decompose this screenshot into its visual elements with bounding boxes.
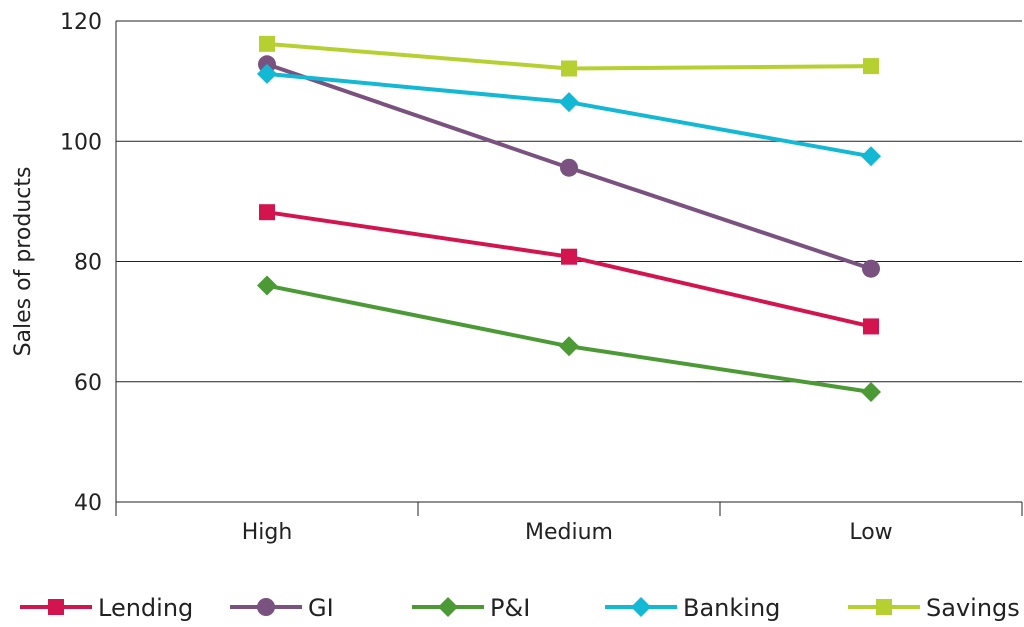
legend-label: P&I bbox=[490, 594, 530, 622]
legend-swatch-marker bbox=[631, 597, 651, 617]
data-point bbox=[560, 158, 578, 177]
legend-swatch-marker bbox=[48, 599, 64, 615]
series-lending bbox=[259, 204, 879, 335]
legend-swatch-marker bbox=[257, 598, 275, 616]
legend-item: Banking bbox=[605, 594, 780, 622]
data-point bbox=[862, 259, 880, 278]
y-tick-label: 60 bbox=[74, 371, 102, 396]
y-tick-label: 80 bbox=[74, 251, 102, 276]
x-tick-label: Low bbox=[849, 520, 892, 545]
y-tick-label: 100 bbox=[60, 130, 102, 155]
legend-label: Lending bbox=[98, 594, 193, 622]
legend: Lending GI P&I Banking Savings bbox=[20, 594, 1020, 622]
data-point bbox=[863, 318, 879, 335]
series-banking bbox=[257, 63, 881, 167]
series-line bbox=[266, 210, 872, 329]
data-point bbox=[559, 336, 579, 357]
y-axis-title: Sales of products bbox=[11, 167, 36, 357]
legend-label: Banking bbox=[683, 594, 780, 622]
data-point bbox=[861, 381, 881, 402]
legend-item: Savings bbox=[848, 594, 1020, 622]
data-point bbox=[259, 204, 275, 221]
series-p-i bbox=[257, 275, 881, 402]
x-tick-label: Medium bbox=[525, 520, 613, 545]
data-point bbox=[559, 92, 579, 113]
legend-item: GI bbox=[230, 594, 334, 622]
legend-label: Savings bbox=[926, 594, 1020, 622]
y-tick-label: 120 bbox=[60, 10, 102, 35]
x-axis-ticks: High Medium Low bbox=[242, 520, 893, 545]
series-gi bbox=[258, 55, 880, 278]
series-group bbox=[257, 35, 881, 402]
data-point bbox=[561, 60, 577, 77]
data-point bbox=[561, 248, 577, 265]
legend-item: P&I bbox=[412, 594, 530, 622]
legend-swatch-marker bbox=[876, 599, 892, 615]
data-point bbox=[863, 58, 879, 75]
axes bbox=[115, 21, 1023, 516]
legend-label: GI bbox=[308, 594, 334, 622]
legend-swatch-marker bbox=[438, 597, 458, 617]
series-line bbox=[266, 71, 872, 159]
legend-item: Lending bbox=[20, 594, 193, 622]
data-point bbox=[861, 146, 881, 167]
data-point bbox=[257, 275, 277, 296]
series-savings bbox=[259, 35, 879, 77]
x-tick-label: High bbox=[242, 520, 293, 545]
y-tick-label: 40 bbox=[74, 491, 102, 516]
y-axis-ticks: 40 60 80 100 120 bbox=[60, 10, 102, 516]
data-point bbox=[257, 63, 277, 84]
data-point bbox=[259, 35, 275, 52]
